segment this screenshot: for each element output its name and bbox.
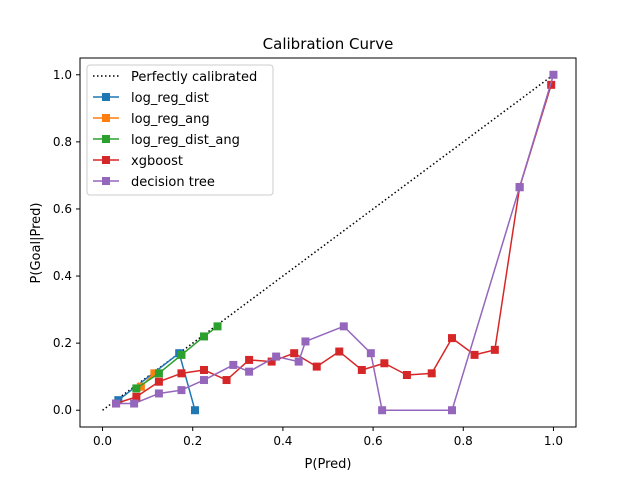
legend-label-log-reg-ang: log_reg_ang (131, 112, 210, 127)
legend-marker-log-reg-ang (102, 114, 110, 122)
legend-label-log-reg-dist: log_reg_dist (131, 91, 209, 106)
y-axis-ticks: 0.0 0.2 0.4 0.6 0.8 1.0 (53, 68, 80, 417)
x-tick-label: 0.8 (454, 434, 473, 448)
data-point-decision-tree (177, 386, 186, 395)
data-point-xgboost (335, 347, 344, 356)
legend-label-xgboost: xgboost (131, 154, 183, 169)
legend-marker-log-reg-dist (102, 93, 110, 101)
data-point-log-reg-dist-ang (200, 332, 208, 341)
y-tick-label: 0.0 (53, 403, 72, 417)
x-tick-label: 0.6 (364, 434, 383, 448)
data-point-xgboost (200, 365, 208, 374)
plot-content (102, 70, 558, 415)
y-axis-label: P(Goal|Pred) (29, 203, 44, 284)
data-point-decision-tree (272, 352, 281, 361)
data-point-decision-tree (515, 183, 524, 192)
data-point-xgboost (222, 376, 231, 385)
x-axis-label: P(Pred) (305, 457, 352, 472)
data-point-xgboost (267, 357, 276, 366)
data-point-decision-tree (294, 357, 303, 366)
data-point-xgboost (427, 369, 436, 378)
data-point-decision-tree (229, 360, 238, 369)
data-point-xgboost (290, 349, 299, 358)
series-log-reg-dist-ang (132, 322, 222, 393)
data-point-log-reg-dist-ang (154, 369, 163, 378)
data-point-decision-tree (154, 389, 163, 398)
legend-marker-log-reg-dist-ang (102, 135, 110, 143)
y-tick-label: 0.8 (53, 135, 72, 149)
plot-area-frame (79, 57, 577, 428)
data-point-log-reg-dist-ang (213, 322, 222, 331)
x-tick-label: 0.0 (93, 434, 112, 448)
legend: Perfectly calibrated log_reg_dist log_re… (86, 64, 274, 196)
data-point-log-reg-dist (190, 406, 199, 415)
data-point-xgboost (470, 350, 479, 359)
data-point-log-reg-dist-ang (177, 350, 186, 359)
x-tick-label: 0.4 (273, 434, 292, 448)
y-tick-label: 0.6 (53, 202, 72, 216)
legend-label-decision-tree: decision tree (131, 175, 215, 190)
data-point-xgboost (357, 365, 366, 374)
y-tick-label: 0.4 (53, 269, 72, 283)
data-point-xgboost (448, 334, 456, 343)
legend-label-perfectly-calibrated: Perfectly calibrated (131, 70, 257, 85)
data-point-xgboost (402, 371, 411, 380)
series-decision-tree (112, 70, 558, 415)
data-point-xgboost (177, 369, 186, 378)
data-point-decision-tree (130, 399, 139, 408)
data-point-decision-tree (366, 349, 375, 358)
chart-title: Calibration Curve (263, 35, 394, 53)
perfectly-calibrated-line (102, 74, 554, 411)
data-point-xgboost (132, 392, 141, 401)
data-point-decision-tree (378, 406, 387, 415)
x-tick-label: 0.2 (183, 434, 202, 448)
data-point-decision-tree (339, 322, 348, 331)
data-point-decision-tree (112, 399, 121, 408)
data-point-log-reg-ang (136, 382, 145, 391)
legend-box (86, 64, 274, 196)
data-point-log-reg-dist-ang (132, 384, 141, 393)
data-point-decision-tree (245, 367, 254, 376)
legend-label-log-reg-dist-ang: log_reg_dist_ang (131, 133, 240, 148)
data-point-xgboost (312, 362, 321, 371)
x-tick-label: 1.0 (544, 434, 563, 448)
x-axis-ticks: 0.0 0.2 0.4 0.6 0.8 1.0 (93, 427, 563, 448)
data-point-decision-tree (448, 406, 456, 415)
data-point-log-reg-ang (150, 369, 159, 378)
series-line-decision-tree (116, 74, 555, 411)
y-tick-label: 0.2 (53, 336, 72, 350)
data-point-xgboost (154, 377, 163, 386)
y-tick-label: 1.0 (53, 68, 72, 82)
data-point-decision-tree (549, 70, 558, 79)
legend-marker-xgboost (102, 156, 110, 164)
data-point-xgboost (245, 355, 254, 364)
data-point-decision-tree (200, 376, 208, 385)
legend-marker-decision-tree (102, 177, 110, 185)
data-point-decision-tree (301, 337, 310, 346)
data-point-xgboost (490, 345, 499, 354)
data-point-xgboost (380, 359, 389, 368)
